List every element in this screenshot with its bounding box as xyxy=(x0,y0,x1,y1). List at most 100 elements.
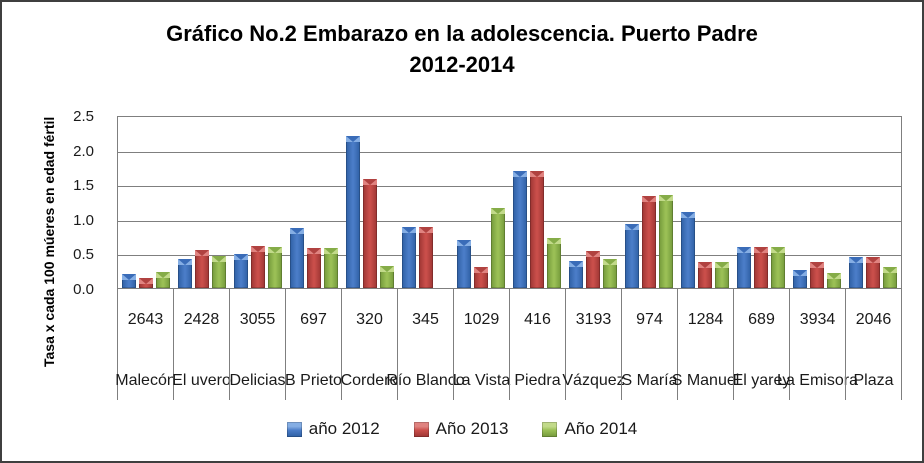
bar-bevel-cap xyxy=(530,171,545,177)
bar-series-2 xyxy=(698,262,713,288)
bar-series-2 xyxy=(642,196,657,288)
bar-bevel-triangle xyxy=(659,195,674,201)
bar-bevel-cap xyxy=(810,262,825,268)
bar-bevel-cap xyxy=(323,248,338,254)
category-name: El uvero xyxy=(172,372,231,389)
bar-bevel-cap xyxy=(586,251,601,257)
legend-item: año 2012 xyxy=(286,419,380,439)
bar-group xyxy=(454,117,510,288)
bar-group xyxy=(509,117,565,288)
bar-series-3 xyxy=(827,273,842,288)
bar-group xyxy=(845,117,901,288)
bar-series-1 xyxy=(177,259,192,288)
category-name: La Emisora xyxy=(777,372,858,389)
bar-series-1 xyxy=(513,171,528,288)
bar-bevel-triangle xyxy=(642,196,657,202)
legend-swatch xyxy=(413,421,429,437)
bar-bevel-cap xyxy=(491,208,506,214)
bar-bevel-cap xyxy=(211,256,226,262)
bar-series-3 xyxy=(659,195,674,288)
bar-bevel-triangle xyxy=(865,257,880,263)
bar-bevel-cap xyxy=(754,247,769,253)
bar-bevel-cap xyxy=(771,247,786,253)
bar-bevel-cap xyxy=(267,247,282,253)
y-axis-tick-label: 1.5 xyxy=(73,177,94,195)
bar-bevel-triangle xyxy=(138,278,153,284)
category-number: 1029 xyxy=(463,311,500,328)
category-name: Plaza xyxy=(853,372,894,389)
plot-area xyxy=(117,116,902,289)
bar-series-3 xyxy=(715,262,730,288)
bar-bevel-cap xyxy=(418,227,433,233)
gridline xyxy=(118,220,901,222)
bar-series-1 xyxy=(625,224,640,288)
bar-bevel-triangle xyxy=(793,270,808,276)
bar-series-3 xyxy=(323,248,338,288)
bar-group xyxy=(230,117,286,288)
bar-bevel-triangle xyxy=(771,247,786,253)
bar-series-1 xyxy=(848,257,863,288)
bar-series-3 xyxy=(771,247,786,288)
category-name: Río Blanco xyxy=(386,372,465,389)
bar-series-1 xyxy=(569,261,584,288)
bar-bevel-triangle xyxy=(882,267,897,273)
bar-bevel-cap xyxy=(250,246,265,252)
category-cell: 3055 Delicias xyxy=(229,289,286,400)
category-cell: 974 S María xyxy=(621,289,678,400)
bar-bevel-cap xyxy=(194,250,209,256)
category-number: 3193 xyxy=(575,311,612,328)
bar-series-2 xyxy=(418,227,433,288)
category-number: 3055 xyxy=(239,311,276,328)
bar-bevel-triangle xyxy=(306,248,321,254)
category-cell: 320 Cordero xyxy=(341,289,398,400)
bar-bevel-cap xyxy=(362,179,377,185)
bar-series-2 xyxy=(474,267,489,288)
bar-bevel-cap xyxy=(642,196,657,202)
bar-group xyxy=(565,117,621,288)
category-cell: 1284 S Manuel xyxy=(672,289,739,400)
bar-bevel-cap xyxy=(289,228,304,234)
bar-series-2 xyxy=(810,262,825,288)
category-name: S Manuel xyxy=(671,372,740,389)
bar-group xyxy=(342,117,398,288)
y-axis-tick-label: 0.5 xyxy=(73,246,94,264)
gridline xyxy=(118,151,901,153)
bar-series-3 xyxy=(603,259,618,288)
bar-bevel-triangle xyxy=(513,171,528,177)
bar-bevel-triangle xyxy=(401,227,416,233)
bar-bevel-cap xyxy=(138,278,153,284)
category-cell: 2046 Plaza xyxy=(845,289,902,400)
legend-label: Año 2014 xyxy=(564,419,638,438)
bar-series-1 xyxy=(457,240,472,288)
bar-bevel-cap xyxy=(121,274,136,280)
bar-bevel-triangle xyxy=(211,256,226,262)
y-axis-tick-labels: 2.5 2.0 1.5 1.0 0.5 0.0 xyxy=(2,108,106,298)
bar-series-1 xyxy=(401,227,416,288)
bar-bevel-triangle xyxy=(194,250,209,256)
bar-series-2 xyxy=(194,250,209,288)
bar-bevel-triangle xyxy=(457,240,472,246)
bar-bevel-triangle xyxy=(698,262,713,268)
bar-bevel-triangle xyxy=(121,274,136,280)
bar-series-1 xyxy=(681,212,696,288)
legend-label: año 2012 xyxy=(308,419,380,438)
bar-bevel-cap xyxy=(793,270,808,276)
category-name: Piedra xyxy=(514,372,561,389)
bar-bevel-triangle xyxy=(737,247,752,253)
y-axis-tick-label: 0.0 xyxy=(73,281,94,298)
category-axis: 2643 Malecón 2428 El uvero 3055 Delicias 697 B … xyxy=(115,289,902,400)
category-name: B Prieto xyxy=(285,372,342,389)
bar-series-3 xyxy=(211,256,226,288)
bar-series-1 xyxy=(793,270,808,288)
category-cell: 1029 La Vista xyxy=(452,289,511,400)
category-number: 416 xyxy=(524,311,551,328)
bar-bevel-cap xyxy=(401,227,416,233)
bar-series-2 xyxy=(250,246,265,288)
bar-series-2 xyxy=(362,179,377,288)
bar-series-2 xyxy=(865,257,880,288)
bar-bevel-triangle xyxy=(586,251,601,257)
category-cell: 345 Río Blanco xyxy=(386,289,465,400)
bar-bevel-cap xyxy=(177,259,192,265)
category-name: La Vista xyxy=(452,372,511,389)
